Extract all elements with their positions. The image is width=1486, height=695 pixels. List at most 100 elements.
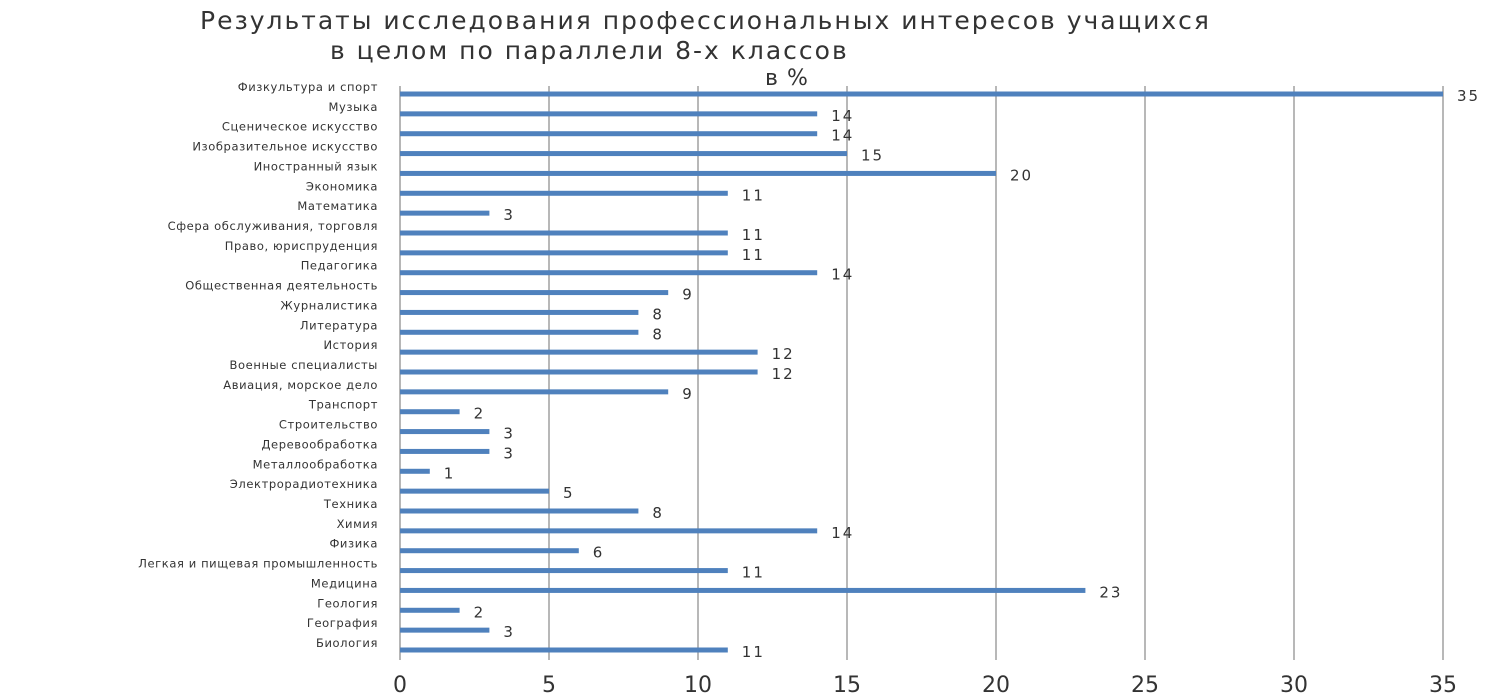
category-label: Журналистика: [280, 298, 378, 312]
data-label: 12: [772, 365, 795, 383]
x-tick-label: 30: [1280, 673, 1308, 695]
category-label: Изобразительное искусство: [192, 140, 378, 154]
bar: [400, 488, 549, 494]
bar: [400, 369, 758, 375]
category-label: Авиация, морское дело: [223, 378, 378, 392]
category-label: Электрорадиотехника: [230, 477, 378, 491]
category-label: Музыка: [328, 100, 378, 114]
data-label: 20: [1010, 166, 1033, 184]
data-label: 14: [831, 524, 854, 542]
x-tick-label: 15: [833, 673, 861, 695]
category-label: Металлообработка: [253, 457, 378, 471]
bar: [400, 389, 669, 395]
category-label: Экономика: [306, 179, 378, 193]
x-tick-label: 25: [1131, 673, 1159, 695]
bar: [400, 528, 818, 534]
bars: [400, 91, 1443, 653]
bar: [400, 329, 639, 335]
title-line-3: в %: [765, 66, 809, 91]
bar: [400, 448, 490, 454]
gridlines: [399, 86, 1444, 660]
data-label: 2: [474, 603, 486, 621]
data-label: 8: [652, 504, 664, 522]
data-label: 3: [503, 206, 515, 224]
bar: [400, 508, 639, 514]
bar: [400, 587, 1086, 593]
data-label: 6: [593, 544, 605, 562]
category-label: Литература: [300, 318, 378, 332]
category-label: Общественная деятельность: [185, 279, 378, 293]
category-label: Строительство: [279, 418, 378, 432]
x-tick-label: 20: [982, 673, 1010, 695]
category-label: Транспорт: [308, 398, 378, 412]
bar: [400, 627, 490, 633]
category-label: Биология: [316, 636, 378, 650]
category-label: История: [323, 338, 378, 352]
bar: [400, 468, 430, 474]
data-label: 23: [1099, 583, 1122, 601]
data-label: 11: [742, 226, 765, 244]
data-label: 11: [742, 186, 765, 204]
data-label: 5: [563, 484, 575, 502]
bar: [400, 309, 639, 315]
data-label: 11: [742, 564, 765, 582]
x-tick-label: 5: [542, 673, 556, 695]
x-tick-label: 10: [684, 673, 712, 695]
bar: [400, 170, 996, 176]
bar: [400, 409, 460, 415]
x-tick-label: 35: [1429, 673, 1457, 695]
category-label: Легкая и пищевая промышленность: [138, 557, 378, 571]
category-label: Химия: [337, 517, 378, 531]
data-label: 14: [831, 266, 854, 284]
data-label: 3: [503, 623, 515, 641]
title-line-1: Результаты исследования профессиональных…: [200, 6, 1211, 35]
bar: [400, 429, 490, 435]
data-label: 8: [652, 305, 664, 323]
x-tick-label: 0: [393, 673, 407, 695]
data-label: 11: [742, 246, 765, 264]
data-label: 15: [861, 147, 884, 165]
category-label: Математика: [297, 199, 378, 213]
data-label: 12: [772, 345, 795, 363]
bar: [400, 230, 728, 236]
bar: [400, 131, 818, 137]
data-label: 14: [831, 107, 854, 125]
category-label: Физика: [329, 537, 378, 551]
data-label: 3: [503, 425, 515, 443]
data-label: 9: [682, 286, 694, 304]
data-label: 2: [474, 405, 486, 423]
data-label: 9: [682, 385, 694, 403]
bar: [400, 568, 728, 574]
bar: [400, 91, 1443, 97]
category-label: Геология: [317, 596, 378, 610]
category-label: География: [307, 616, 378, 630]
bar: [400, 250, 728, 256]
bar: [400, 349, 758, 355]
data-label: 11: [742, 643, 765, 661]
bar: [400, 210, 490, 216]
bar: [400, 190, 728, 196]
x-axis-ticks: 0 5 10 15 20 25 30 35: [393, 673, 1457, 695]
data-label: 1: [444, 464, 456, 482]
category-labels: Физкультура и спорт Музыка Сценическое иск…: [138, 80, 378, 650]
data-label: 14: [831, 127, 854, 145]
data-label: 35: [1457, 87, 1480, 105]
category-label: Медицина: [311, 576, 378, 590]
category-label: Физкультура и спорт: [238, 80, 378, 94]
title-line-2: в целом по параллели 8-х классов: [330, 36, 849, 65]
bar: [400, 111, 818, 117]
category-label: Техника: [323, 497, 378, 511]
category-label: Деревообработка: [261, 437, 378, 451]
category-label: Военные специалисты: [230, 358, 378, 372]
category-label: Сценическое искусство: [222, 120, 378, 134]
bar: [400, 290, 669, 296]
category-label: Сфера обслуживания, торговля: [168, 219, 378, 233]
bar: [400, 607, 460, 613]
bar: [400, 647, 728, 653]
bar: [400, 151, 847, 157]
data-labels: 3514141520113111114988121292331581461123…: [444, 87, 1480, 661]
category-label: Иностранный язык: [254, 159, 378, 173]
data-label: 3: [503, 444, 515, 462]
category-label: Право, юриспруденция: [225, 239, 378, 253]
